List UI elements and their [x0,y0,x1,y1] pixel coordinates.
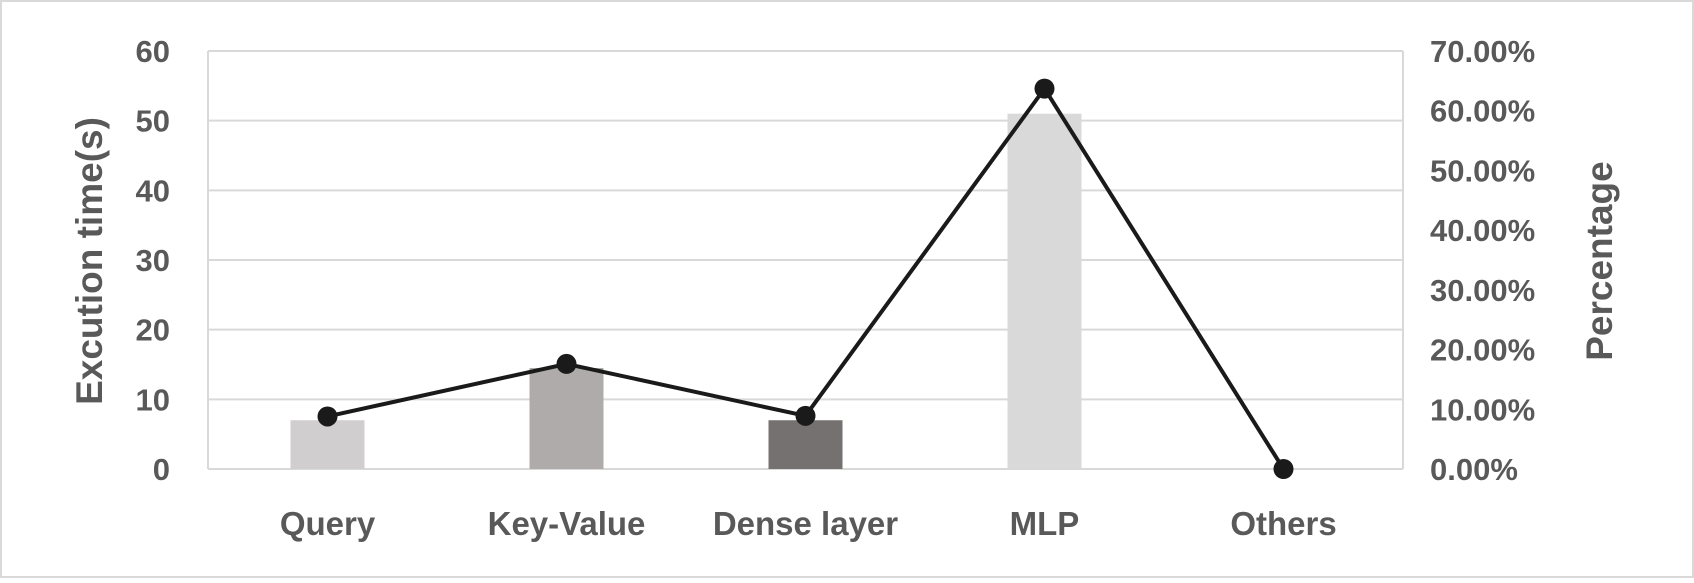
line-point [1034,78,1055,99]
y-tick-label: 0 [153,452,170,487]
y2-tick-label: 20.00% [1430,333,1535,368]
y2-tick-label: 70.00% [1430,34,1535,69]
line-point [795,405,816,426]
line-point [1273,459,1294,479]
line-series [317,78,1294,479]
bar [290,420,365,469]
y-tick-label: 10 [136,382,170,417]
y2-tick-label: 40.00% [1430,213,1535,248]
y2-tick-label: 30.00% [1430,273,1535,308]
bar [768,420,843,469]
bar [1007,113,1082,469]
x-tick-label: Key-Value [488,505,646,542]
y-axis-title: Excution time(s) [69,117,110,405]
y2-axis-title: Percentage [1579,161,1620,361]
y2-tick-label: 50.00% [1430,153,1535,188]
y-axis-ticks: 0 10 20 30 40 50 60 [136,34,170,487]
line-point [556,353,577,374]
y2-axis-ticks: 0.00% 10.00% 20.00% 30.00% 40.00% 50.00% 60.00… [1430,34,1535,487]
x-tick-label: Dense layer [713,505,898,542]
bar-series [290,113,1082,469]
x-tick-label: MLP [1010,505,1080,542]
x-tick-label: Others [1230,505,1336,542]
y-tick-label: 30 [136,243,170,278]
y2-tick-label: 0.00% [1430,452,1518,487]
bar [529,367,604,469]
x-axis-ticks: Query Key-Value Dense layer MLP Others [280,505,1337,542]
y2-tick-label: 10.00% [1430,392,1535,427]
y2-tick-label: 60.00% [1430,94,1535,129]
y-tick-label: 50 [136,104,170,139]
x-tick-label: Query [280,505,376,542]
y-tick-label: 20 [136,313,170,348]
y-tick-label: 60 [136,34,170,69]
line-point [317,406,338,427]
y-tick-label: 40 [136,173,170,208]
